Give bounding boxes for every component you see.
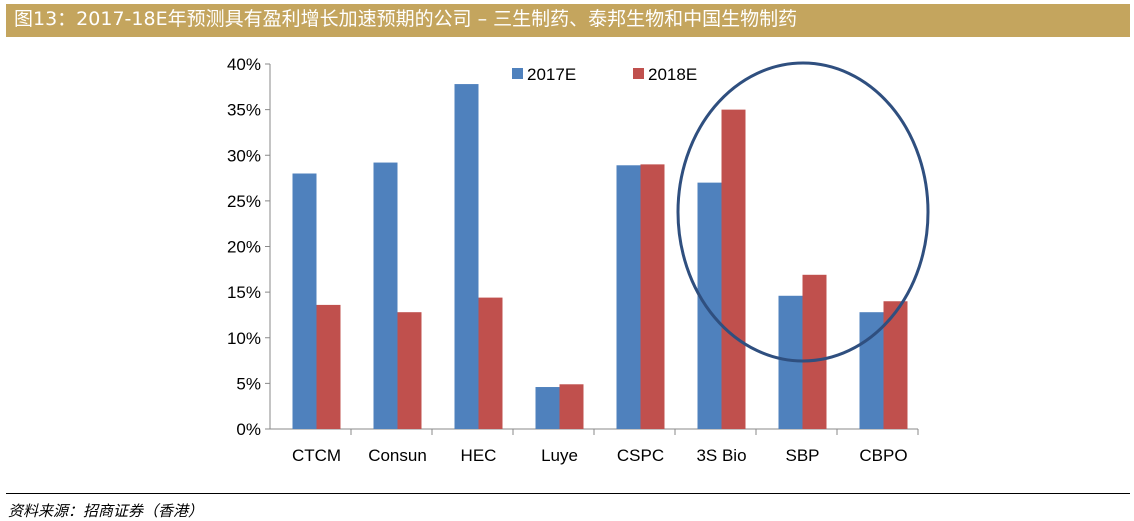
bar-2018E-HEC (478, 297, 503, 429)
bar-2018E-CTCM (316, 304, 341, 429)
x-tick-label: CTCM (292, 446, 341, 465)
x-tick-label: SBP (785, 446, 819, 465)
x-tick-label: CSPC (617, 446, 664, 465)
bar-2018E-Consun (397, 312, 422, 429)
legend-swatch (633, 68, 644, 79)
bar-2017E-CTCM (292, 173, 317, 429)
bar-2017E-HEC (454, 84, 479, 429)
y-tick-label: 10% (227, 329, 261, 348)
y-tick-label: 0% (236, 420, 261, 439)
x-tick-label: Consun (368, 446, 427, 465)
x-tick-label: Luye (541, 446, 578, 465)
bar-2018E-3S Bio (721, 109, 746, 429)
legend-label: 2018E (648, 65, 697, 84)
y-tick-label: 25% (227, 192, 261, 211)
highlight-ellipse (676, 61, 930, 363)
y-tick-label: 30% (227, 146, 261, 165)
bar-2017E-Consun (373, 162, 398, 430)
bar-2018E-SBP (802, 274, 827, 429)
legend-swatch (512, 68, 523, 79)
bar-2017E-3S Bio (697, 182, 722, 429)
x-tick-label: HEC (461, 446, 497, 465)
bar-2017E-Luye (535, 387, 560, 429)
y-tick-label: 5% (236, 374, 261, 393)
legend-label: 2017E (527, 65, 576, 84)
bar-2018E-Luye (559, 384, 584, 429)
y-tick-label: 15% (227, 283, 261, 302)
y-tick-label: 40% (227, 55, 261, 74)
footer-divider (6, 493, 1130, 494)
source-note: 资料来源：招商证券（香港） (8, 502, 204, 520)
bar-2018E-CSPC (640, 164, 665, 429)
x-tick-label: CBPO (859, 446, 907, 465)
x-tick-label: 3S Bio (696, 446, 746, 465)
y-tick-label: 20% (227, 238, 261, 257)
figure-title: 图13：2017-18E年预测具有盈利增长加速预期的公司 – 三生制药、泰邦生物… (6, 4, 1130, 37)
y-tick-label: 35% (227, 101, 261, 120)
bar-2017E-CSPC (616, 165, 641, 429)
